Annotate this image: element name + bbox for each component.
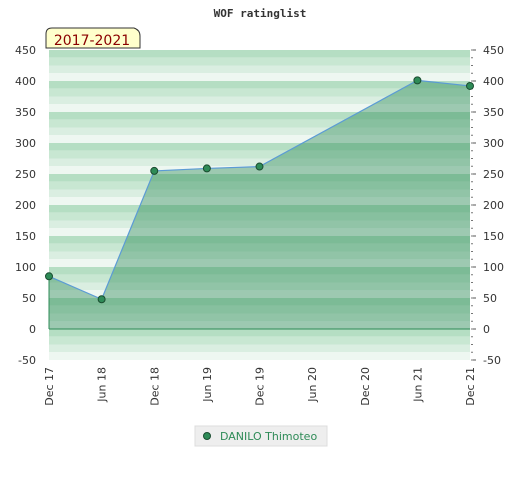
- background-band: [49, 197, 470, 205]
- y-tick-label-right: 50: [483, 292, 497, 305]
- background-band: [49, 174, 470, 182]
- background-band: [49, 344, 470, 353]
- background-band: [49, 189, 470, 198]
- background-band: [49, 259, 470, 267]
- y-tick-label-left: 150: [15, 230, 36, 243]
- y-tick-label-right: 250: [483, 168, 504, 181]
- data-point: [255, 162, 264, 171]
- y-tick-label-left: -50: [18, 354, 36, 367]
- x-tick-label: Dec 18: [148, 367, 161, 406]
- y-tick-label-left: 200: [15, 199, 36, 212]
- y-tick-label-left: 0: [29, 323, 36, 336]
- y-tick-label-left: 100: [15, 261, 36, 274]
- background-band: [49, 305, 470, 314]
- background-band: [49, 298, 470, 306]
- data-point: [466, 81, 474, 90]
- period-badge: 2017-2021: [45, 27, 141, 49]
- y-tick-label-left: 350: [15, 106, 36, 119]
- y-tick-label-left: 250: [15, 168, 36, 181]
- y-tick-label-right: 0: [483, 323, 490, 336]
- background-band: [49, 119, 470, 128]
- data-point: [150, 166, 159, 175]
- data-point: [202, 164, 211, 173]
- background-band: [49, 88, 470, 97]
- y-tick-label-left: 400: [15, 75, 36, 88]
- data-point: [413, 76, 422, 85]
- data-point: [45, 272, 53, 281]
- x-tick-label: Jun 20: [306, 367, 319, 403]
- background-band: [49, 336, 470, 345]
- background-band: [49, 112, 470, 120]
- background-band: [49, 181, 470, 190]
- background-band: [49, 158, 470, 167]
- background-band: [49, 212, 470, 221]
- background-band: [49, 228, 470, 236]
- background-band: [49, 104, 470, 112]
- background-band: [49, 243, 470, 252]
- background-band: [49, 220, 470, 229]
- background-band: [49, 96, 470, 105]
- x-tick-label: Jun 18: [96, 367, 109, 403]
- chart-title: WOF ratinglist: [214, 7, 307, 20]
- x-tick-label: Dec 19: [254, 367, 267, 406]
- x-tick-label: Dec 21: [464, 367, 477, 406]
- x-tick-label: Dec 17: [43, 367, 56, 406]
- background-band: [49, 150, 470, 159]
- left-y-axis: 450 400 350 300 250 200 150 100 50 0 -50: [15, 44, 36, 367]
- period-badge-label: 2017-2021: [54, 33, 130, 49]
- x-axis: Dec 17 Jun 18 Dec 18 Jun 19 Dec 19 Jun 20 Dec …: [43, 367, 477, 406]
- background-band: [49, 251, 470, 260]
- background-band: [49, 313, 470, 322]
- background-band: [49, 282, 470, 291]
- series-area: [49, 80, 470, 329]
- y-tick-label-right: 400: [483, 75, 504, 88]
- background-band: [49, 321, 470, 329]
- y-tick-label-left: 300: [15, 137, 36, 150]
- data-points: [45, 76, 474, 304]
- background-band: [49, 135, 470, 143]
- x-tick-label: Jun 19: [201, 367, 214, 403]
- y-tick-label-right: 200: [483, 199, 504, 212]
- y-tick-label-right: 150: [483, 230, 504, 243]
- legend[interactable]: DANILO Thimoteo: [194, 425, 328, 447]
- y-tick-label-left: 450: [15, 44, 36, 57]
- background-band: [49, 267, 470, 275]
- legend-label: DANILO Thimoteo: [220, 430, 317, 443]
- background-band: [49, 143, 470, 151]
- background-band: [49, 50, 470, 58]
- right-y-axis: 450 400 350 300 250 200 150 100 50 0 -50: [471, 44, 504, 367]
- background-band: [49, 57, 470, 66]
- background-band: [49, 236, 470, 244]
- background-band: [49, 352, 470, 360]
- background-band: [49, 329, 470, 337]
- background-band: [49, 205, 470, 213]
- y-tick-label-left: 50: [22, 292, 36, 305]
- legend-marker: [203, 432, 211, 440]
- data-point: [97, 295, 106, 304]
- background-band: [49, 65, 470, 74]
- background-band: [49, 127, 470, 136]
- y-tick-label-right: 350: [483, 106, 504, 119]
- background-band: [49, 73, 470, 81]
- y-tick-label-right: 450: [483, 44, 504, 57]
- y-tick-label-right: 100: [483, 261, 504, 274]
- background-band: [49, 81, 470, 89]
- background-band: [49, 290, 470, 298]
- x-tick-label: Jun 21: [411, 367, 424, 403]
- x-tick-label: Dec 20: [359, 367, 372, 406]
- y-tick-label-right: 300: [483, 137, 504, 150]
- y-tick-label-right: -50: [483, 354, 501, 367]
- background-band: [49, 274, 470, 283]
